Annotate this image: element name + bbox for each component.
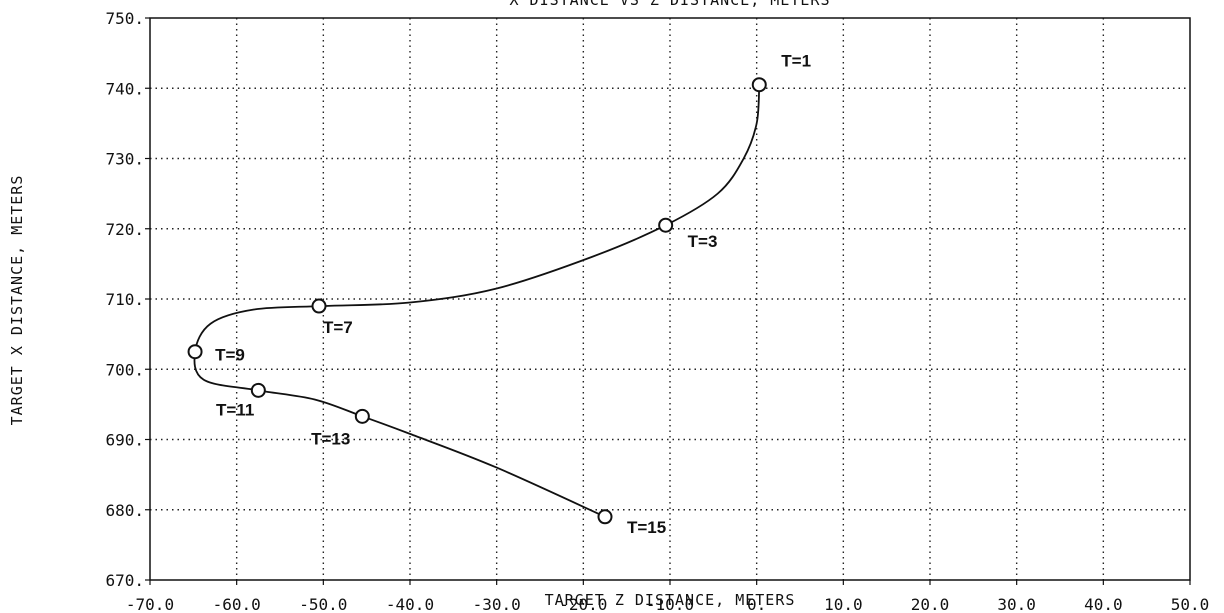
y-tick-label: 750.	[105, 9, 144, 28]
x-tick-label: -50.0	[299, 595, 347, 613]
time-marker-label: T=9	[215, 346, 245, 365]
x-tick-label: -20.0	[559, 595, 607, 613]
grid-lines	[150, 18, 1190, 580]
time-marker-label: T=11	[216, 400, 254, 419]
time-marker-label: T=3	[688, 232, 718, 251]
time-marker-label: T=1	[781, 52, 811, 71]
time-marker	[597, 509, 613, 525]
trajectory-line	[193, 84, 761, 518]
x-tick-label: 50.0	[1171, 595, 1210, 613]
x-tick-label: 20.0	[911, 595, 950, 613]
x-axis-label: TARGET Z DISTANCE, METERS	[545, 591, 796, 609]
time-marker	[187, 344, 203, 360]
x-tick-label: -60.0	[213, 595, 261, 613]
y-axis-label: TARGET X DISTANCE, METERS	[8, 175, 26, 426]
x-tick-label: -30.0	[473, 595, 521, 613]
x-tick-label: -70.0	[126, 595, 174, 613]
time-marker	[354, 408, 370, 424]
time-marker	[658, 217, 674, 233]
time-marker	[250, 382, 266, 398]
x-tick-label: -40.0	[386, 595, 434, 613]
y-tick-label: 670.	[105, 571, 144, 590]
x-tick-label: 0.	[747, 595, 766, 613]
series-layer	[193, 84, 761, 518]
x-tick-label: 30.0	[997, 595, 1036, 613]
y-tick-label: 690.	[105, 431, 144, 450]
time-marker	[751, 77, 767, 93]
x-axis-ticks: -70.0 -60.0 -50.0 -40.0 -30.0 -20.0 -10.0 0. 10.…	[126, 580, 1209, 613]
y-axis-ticks: 670. 680. 690. 700. 710. 720. 730. 740. 750.	[105, 9, 150, 590]
chart-title: X DISTANCE VS Z DISTANCE, METERS	[510, 0, 831, 9]
time-marker-label: T=7	[323, 318, 353, 337]
y-tick-label: 710.	[105, 290, 144, 309]
time-marker-label: T=13	[311, 429, 350, 448]
x-tick-label: 40.0	[1084, 595, 1123, 613]
y-tick-label: 740.	[105, 79, 144, 98]
y-tick-label: 720.	[105, 220, 144, 239]
time-marker-label: T=15	[627, 518, 666, 537]
y-tick-label: 730.	[105, 150, 144, 169]
x-tick-label: 10.0	[824, 595, 863, 613]
y-tick-label: 700.	[105, 360, 144, 379]
marker-layer: T=1 T=3 T=7 T=9 T=11 T=13 T=15	[187, 52, 811, 537]
time-marker	[311, 298, 327, 314]
x-tick-label: -10.0	[646, 595, 694, 613]
y-tick-label: 680.	[105, 501, 144, 520]
